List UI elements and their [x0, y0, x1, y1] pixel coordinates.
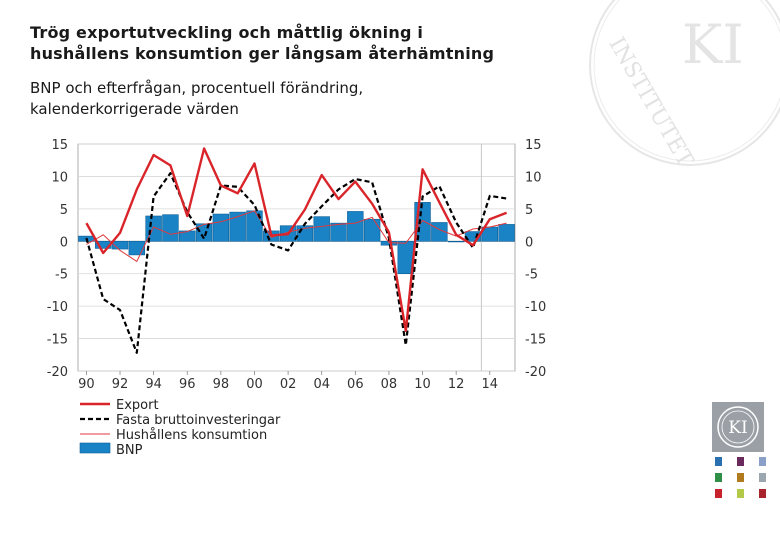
y-tick-label-left: -20	[47, 365, 68, 380]
y-tick-label-left: 0	[60, 235, 68, 250]
gdp-bar	[330, 222, 347, 242]
gdp-bar	[229, 211, 246, 242]
color-swatch	[715, 457, 722, 466]
color-swatch	[737, 457, 744, 466]
color-swatch	[715, 473, 722, 482]
y-tick-label-right: 10	[525, 170, 542, 185]
x-tick-label: 08	[381, 377, 398, 392]
gdp-bar	[179, 230, 196, 242]
color-swatch	[715, 489, 722, 498]
legend-label: BNP	[116, 443, 143, 458]
ki-logo: KI	[712, 402, 764, 452]
y-tick-label-left: -10	[47, 300, 68, 315]
y-tick-label-left: 10	[51, 170, 68, 185]
x-tick-label: 10	[414, 377, 431, 392]
x-tick-label: 90	[78, 377, 95, 392]
x-tick-label: 02	[280, 377, 297, 392]
chart-subtitle-line-2: kalenderkorrigerade värden	[30, 100, 239, 118]
gdp-bar	[313, 216, 330, 242]
gdp-bar	[111, 240, 129, 250]
legend-label: Fasta bruttoinvesteringar	[116, 413, 281, 428]
legend-swatch-gdp	[79, 442, 111, 454]
gdp-bar	[447, 240, 465, 243]
chart-title-line-1: Trög exportutveckling och måttlig ökning…	[30, 23, 424, 42]
x-tick-label: 12	[448, 377, 465, 392]
x-tick-label: 04	[313, 377, 330, 392]
y-tick-label-left: 5	[60, 203, 68, 218]
color-swatch	[737, 473, 744, 482]
y-tick-label-right: 0	[525, 235, 533, 250]
chart-lines	[85, 147, 508, 354]
chart-title: Trög exportutveckling och måttlig ökning…	[30, 22, 570, 64]
y-tick-label-left: -5	[55, 268, 68, 283]
export-line	[85, 147, 508, 332]
y-tick-label-right: 15	[525, 138, 542, 153]
color-swatch	[759, 489, 766, 498]
gdp-bar	[212, 213, 230, 242]
x-tick-label: 14	[482, 377, 499, 392]
institute-seal-watermark: INSTITUTET KI	[589, 0, 780, 172]
y-tick-label-right: -5	[525, 268, 538, 283]
investment-line	[85, 172, 507, 354]
y-tick-label-right: -10	[525, 300, 546, 315]
ki-logo-icon: KI	[717, 406, 759, 448]
gdp-bar	[128, 240, 146, 256]
gdp-bar	[162, 214, 179, 242]
y-tick-label-left: -15	[47, 333, 68, 348]
consumption-line	[86, 210, 507, 262]
legend-label: Export	[116, 398, 159, 413]
gdp-bar	[347, 211, 364, 242]
y-tick-label-right: 5	[525, 203, 533, 218]
gdp-bar	[363, 218, 381, 242]
color-swatch	[737, 489, 744, 498]
chart-subtitle-line-1: BNP och efterfrågan, procentuell förändr…	[30, 79, 364, 97]
y-tick-label-left: 15	[51, 138, 68, 153]
x-tick-label: 00	[246, 377, 263, 392]
chart-subtitle: BNP och efterfrågan, procentuell förändr…	[30, 78, 363, 120]
logo-monogram: KI	[728, 418, 747, 438]
x-tick-label: 96	[179, 377, 196, 392]
legend-label: Hushållens konsumtion	[116, 428, 267, 443]
y-tick-label-right: -15	[525, 333, 546, 348]
color-swatch	[759, 457, 766, 466]
seal-monogram: KI	[682, 13, 744, 76]
x-tick-label: 06	[347, 377, 364, 392]
chart-title-line-2: hushållens konsumtion ger långsam återhä…	[30, 44, 495, 63]
gdp-bar	[498, 224, 515, 242]
y-tick-label-right: -20	[525, 365, 546, 380]
x-tick-label: 98	[213, 377, 230, 392]
x-tick-label: 92	[112, 377, 129, 392]
color-swatch	[759, 473, 766, 482]
x-tick-label: 94	[145, 377, 162, 392]
